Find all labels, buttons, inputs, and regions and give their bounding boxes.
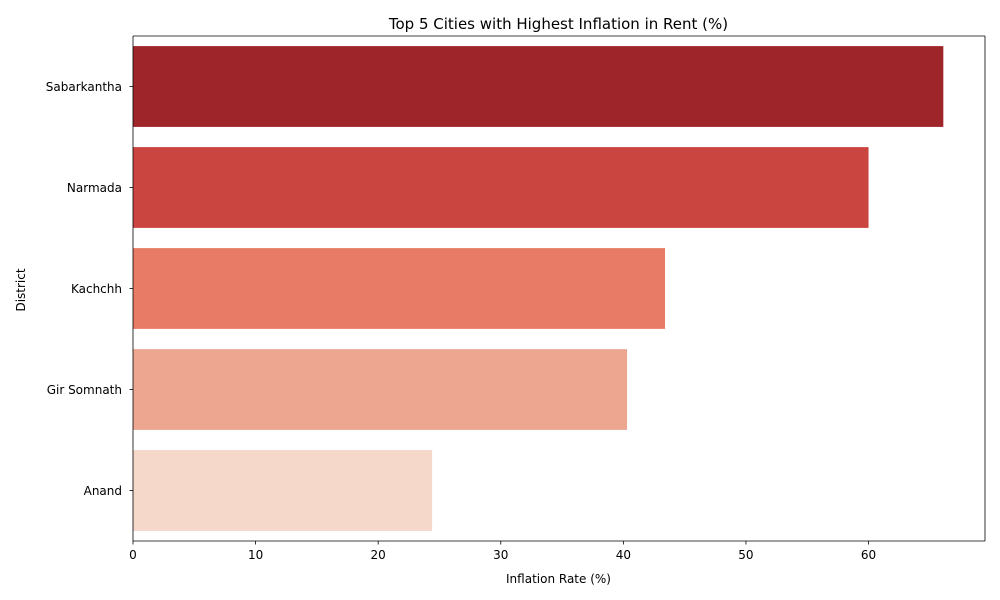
x-tick-label: 40 — [616, 548, 631, 562]
x-tick-label: 20 — [371, 548, 386, 562]
x-tick-label: 50 — [738, 548, 753, 562]
y-tick-label: Kachchh — [71, 282, 122, 296]
bars-group — [133, 46, 944, 531]
bar-kachchh — [133, 248, 666, 329]
bar-sabarkantha — [133, 46, 944, 127]
y-tick-label: Anand — [84, 484, 122, 498]
x-axis-label: Inflation Rate (%) — [506, 572, 611, 586]
bar-gir-somnath — [133, 349, 628, 430]
bar-anand — [133, 450, 433, 531]
y-tick-label: Gir Somnath — [47, 383, 122, 397]
x-tick-label: 60 — [861, 548, 876, 562]
x-tick-label: 30 — [493, 548, 508, 562]
x-axis-ticks: 0 10 20 30 40 50 60 — [129, 541, 876, 562]
x-tick-label: 10 — [248, 548, 263, 562]
y-axis-ticks: Sabarkantha Narmada Kachchh Gir Somnath Anan… — [46, 80, 133, 498]
y-tick-label: Narmada — [67, 181, 122, 195]
bar-narmada — [133, 147, 869, 228]
x-tick-label: 0 — [129, 548, 137, 562]
y-axis-label: District — [14, 268, 28, 311]
chart-title: Top 5 Cities with Highest Inflation in R… — [388, 15, 728, 33]
axes-frame — [132, 35, 986, 542]
y-tick-label: Sabarkantha — [46, 80, 122, 94]
